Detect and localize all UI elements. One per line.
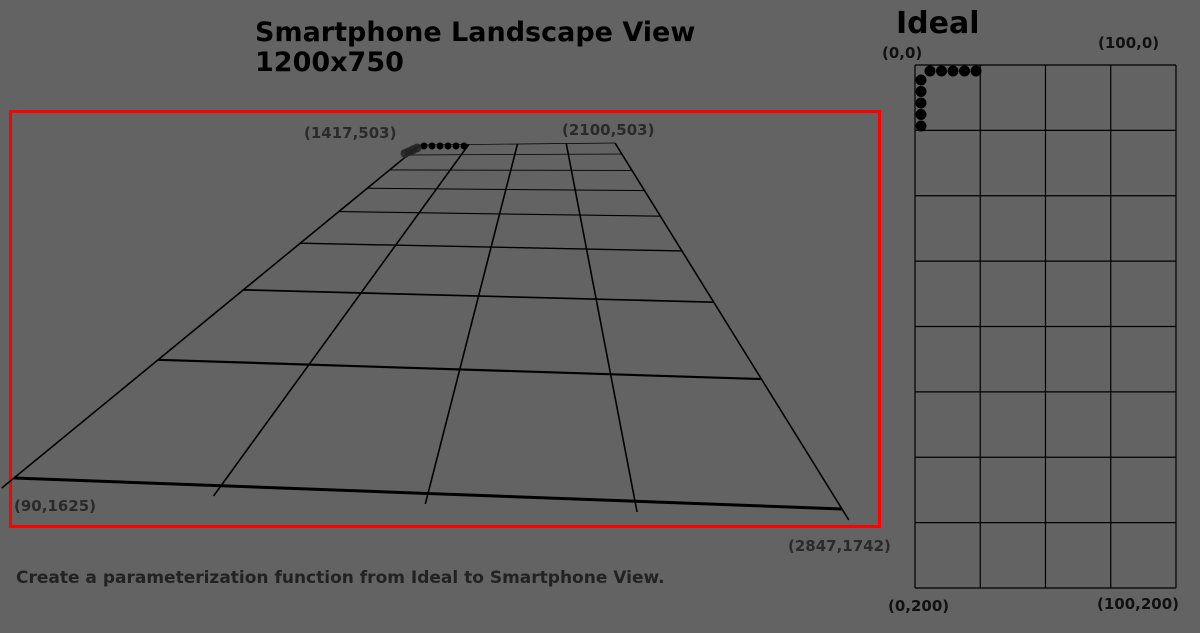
corner-label-top-left: (1417,503): [304, 124, 397, 142]
perspective-dot: [452, 142, 460, 150]
ideal-label-bottom-left: (0,200): [888, 597, 950, 615]
smartphone-view-title: Smartphone Landscape View 1200x750: [255, 18, 695, 78]
smartphone-view-frame: [9, 110, 881, 528]
corner-label-bottom-right: (2847,1742): [788, 537, 891, 555]
ideal-dot: [915, 97, 927, 109]
ideal-dot: [915, 120, 927, 132]
perspective-dot: [444, 142, 452, 150]
ideal-dot: [947, 65, 959, 77]
perspective-column-line: [212, 144, 470, 497]
ideal-dot: [959, 65, 970, 77]
ideal-label-top-left: (0,0): [882, 44, 923, 62]
ideal-grid: [914, 64, 1177, 589]
perspective-dot: [460, 142, 468, 150]
ideal-label-top-right: (100,0): [1098, 34, 1160, 52]
ideal-dot: [924, 65, 936, 77]
ideal-dot: [915, 109, 927, 120]
corner-label-top-right: (2100,503): [562, 121, 655, 139]
title-line-1: Smartphone Landscape View: [255, 17, 696, 48]
ideal-dot: [936, 65, 947, 77]
ideal-title: Ideal: [896, 6, 980, 41]
perspective-column-line: [1, 144, 421, 489]
instruction-text: Create a parameterization function from …: [16, 568, 665, 588]
perspective-dot: [428, 142, 436, 150]
corner-label-bottom-left: (90,1625): [14, 497, 97, 515]
perspective-grid: [1, 142, 850, 521]
perspective-column-line: [565, 143, 638, 513]
ideal-dot: [915, 86, 927, 97]
perspective-dot: [420, 142, 428, 150]
perspective-dot: [400, 148, 410, 158]
ideal-dot: [915, 74, 927, 86]
ideal-label-bottom-right: (100,200): [1097, 595, 1180, 613]
title-line-2: 1200x750: [255, 47, 404, 78]
perspective-dot: [436, 142, 444, 150]
perspective-column-line: [424, 143, 519, 505]
ideal-dot: [970, 65, 982, 77]
perspective-column-line: [614, 142, 850, 521]
